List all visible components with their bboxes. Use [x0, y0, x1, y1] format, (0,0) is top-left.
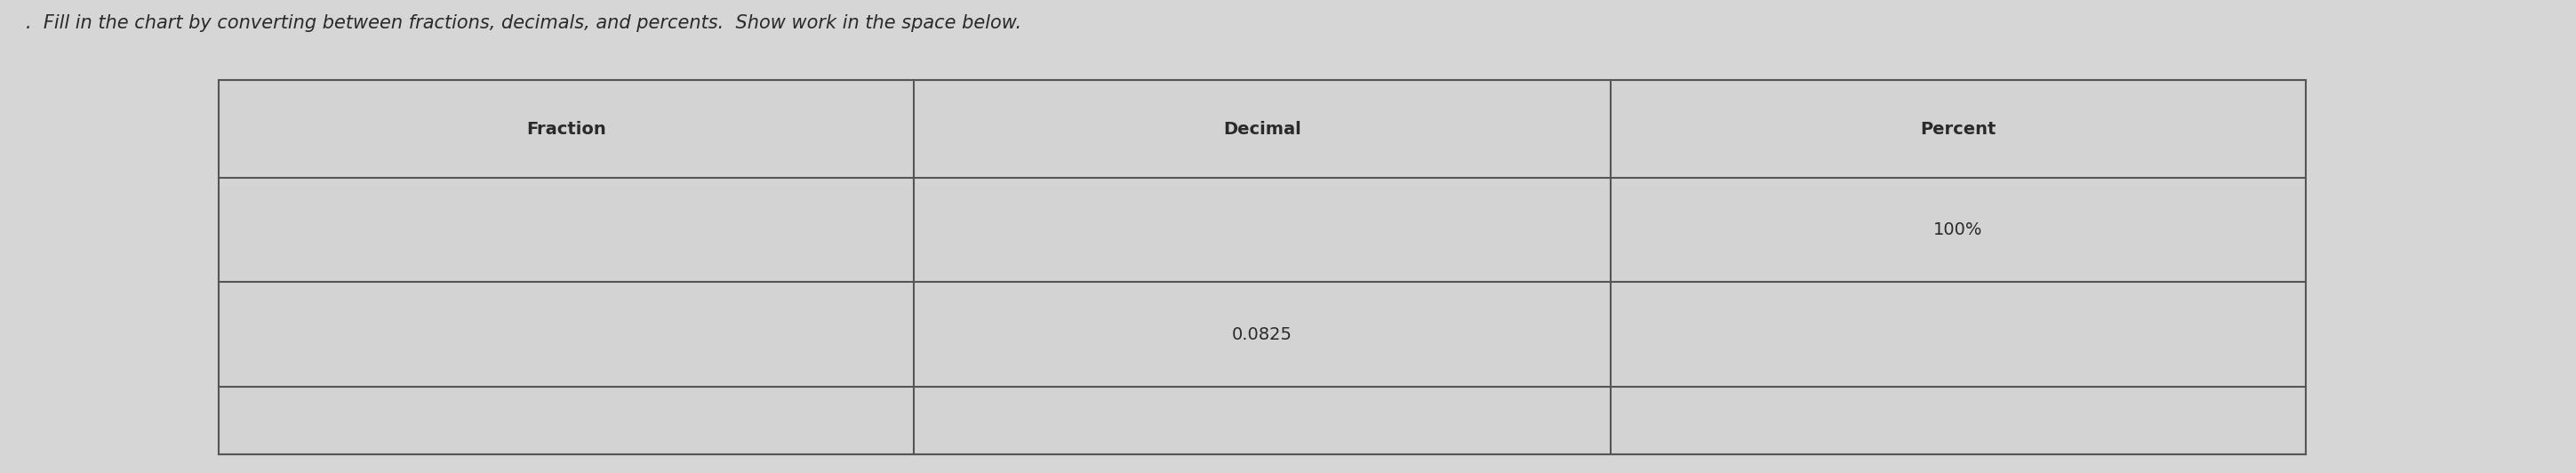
Text: .  Fill in the chart by converting between fractions, decimals, and percents.  S: . Fill in the chart by converting betwee…	[26, 14, 1023, 32]
Text: 100%: 100%	[1935, 221, 1984, 238]
Text: Percent: Percent	[1919, 121, 1996, 138]
Bar	[219, 80, 2306, 454]
Text: Fraction: Fraction	[526, 121, 605, 138]
Text: Decimal: Decimal	[1224, 121, 1301, 138]
Text: 0.0825: 0.0825	[1231, 326, 1293, 343]
